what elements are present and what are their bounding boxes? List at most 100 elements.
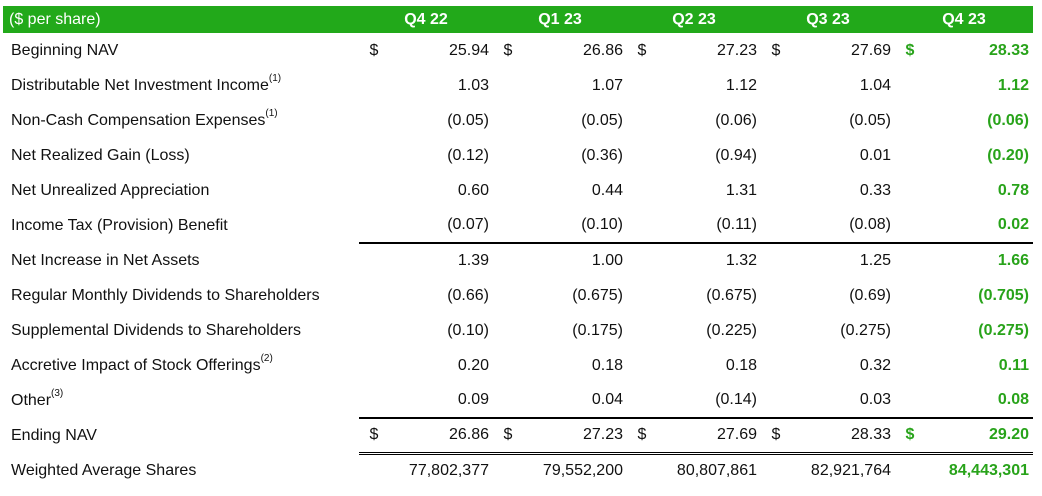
value-cell: 27.69: [850, 41, 891, 59]
value-cell: (0.10): [523, 208, 627, 244]
row-label: Supplemental Dividends to Shareholders: [3, 313, 359, 348]
value-cell: 29.20: [925, 418, 1033, 455]
value-cell: (0.225): [706, 321, 757, 339]
table-row: Regular Monthly Dividends to Shareholder…: [3, 278, 1033, 313]
footnote-marker: (2): [260, 353, 273, 365]
value-cell: 28.33: [791, 418, 895, 455]
currency-symbol: [359, 68, 389, 103]
value-cell: (0.275): [978, 321, 1029, 339]
currency-symbol: [895, 68, 925, 103]
value-cell: 28.33: [988, 41, 1029, 59]
currency-symbol: [493, 278, 523, 313]
value-cell: 82,921,764: [810, 462, 891, 480]
currency-symbol: [627, 68, 657, 103]
currency-symbol: [493, 68, 523, 103]
currency-symbol: [627, 383, 657, 419]
currency-symbol: [493, 103, 523, 138]
footnote-marker: (1): [265, 108, 278, 120]
currency-symbol: [627, 313, 657, 348]
value-cell: 1.03: [457, 76, 489, 94]
value-cell: (0.05): [849, 111, 891, 129]
value-cell: 1.25: [859, 252, 891, 269]
value-cell: (0.14): [657, 383, 761, 419]
value-cell: (0.20): [987, 146, 1029, 164]
currency-symbol: $: [895, 418, 925, 455]
table-row: Non-Cash Compensation Expenses(1) (0.05) (…: [3, 103, 1033, 138]
row-label: Ending NAV: [3, 418, 359, 453]
table-row: Distributable Net Investment Income(1) 1.…: [3, 68, 1033, 103]
table-row: Ending NAV $26.86 $27.23 $27.69 $28.33 $29.20: [3, 418, 1033, 455]
value-cell: (0.705): [978, 286, 1029, 304]
currency-symbol: [359, 138, 389, 173]
currency-symbol: [761, 243, 791, 278]
value-cell: 0.20: [457, 356, 489, 374]
currency-symbol: [761, 348, 791, 383]
value-cell: 1.39: [457, 252, 489, 269]
currency-symbol: $: [771, 41, 781, 59]
row-label-text: Accretive Impact of Stock Offerings: [11, 356, 261, 374]
currency-symbol: [895, 243, 925, 278]
footnote-marker: (1): [268, 73, 282, 85]
currency-symbol: $: [359, 418, 389, 455]
column-header-q3-23: Q3 23: [761, 6, 895, 33]
value-cell: (0.07): [389, 208, 493, 244]
currency-symbol: [493, 383, 523, 419]
value-cell: 0.01: [859, 146, 891, 164]
value-cell: 25.94: [448, 41, 489, 59]
column-header-q4-22: Q4 22: [359, 6, 493, 33]
value-cell: 79,552,200: [542, 462, 623, 480]
column-header-q4-23: Q4 23: [895, 6, 1033, 33]
currency-symbol: [493, 243, 523, 278]
column-header-q2-23: Q2 23: [627, 6, 761, 33]
value-cell: 0.09: [389, 383, 493, 419]
currency-symbol: [627, 348, 657, 383]
value-cell: 1.12: [725, 76, 757, 94]
value-cell: 84,443,301: [948, 462, 1029, 480]
row-label-text: Distributable Net Investment Income: [11, 76, 269, 94]
table-body: Beginning NAV $25.94 $26.86 $27.23 $27.69 $28…: [3, 33, 1033, 488]
currency-symbol: [895, 173, 925, 208]
value-cell: (0.05): [447, 111, 489, 129]
currency-symbol: [761, 173, 791, 208]
value-cell: 1.32: [725, 252, 757, 269]
currency-symbol: [493, 348, 523, 383]
value-cell: 1.66: [997, 252, 1029, 269]
currency-symbol: [359, 243, 389, 278]
currency-symbol: [493, 173, 523, 208]
value-cell: (0.275): [840, 321, 891, 339]
currency-symbol: [895, 383, 925, 419]
nav-per-share-table: ($ per share) Q4 22 Q1 23 Q2 23 Q3 23 Q4…: [3, 6, 1033, 488]
row-label-text: Non-Cash Compensation Expenses: [11, 111, 266, 129]
value-cell: (0.66): [447, 286, 489, 304]
value-cell: 0.32: [859, 356, 891, 374]
row-label-text: Regular Monthly Dividends to Shareholder…: [11, 286, 320, 304]
currency-symbol: [627, 208, 657, 244]
header-label: ($ per share): [3, 6, 359, 33]
currency-symbol: [895, 278, 925, 313]
currency-symbol: [761, 68, 791, 103]
table-row: Net Unrealized Appreciation 0.60 0.44 1.31 0…: [3, 173, 1033, 208]
row-label-text: Other: [11, 391, 52, 409]
value-cell: 80,807,861: [676, 462, 757, 480]
currency-symbol: [895, 453, 925, 488]
value-cell: (0.12): [447, 146, 489, 164]
currency-symbol: [359, 173, 389, 208]
currency-symbol: $: [637, 41, 647, 59]
currency-symbol: [359, 313, 389, 348]
value-cell: 77,802,377: [408, 462, 489, 480]
value-cell: 0.04: [523, 383, 627, 419]
value-cell: (0.94): [715, 146, 757, 164]
table-row: Income Tax (Provision) Benefit (0.07) (0.1…: [3, 208, 1033, 244]
currency-symbol: [895, 348, 925, 383]
value-cell: 0.18: [591, 356, 623, 374]
value-cell: 27.23: [716, 41, 757, 59]
currency-symbol: $: [905, 41, 915, 59]
value-cell: (0.06): [715, 111, 757, 129]
row-label: Net Increase in Net Assets: [3, 243, 359, 278]
currency-symbol: $: [493, 418, 523, 455]
value-cell: 0.02: [925, 208, 1033, 244]
value-cell: 26.86: [582, 41, 623, 59]
currency-symbol: [359, 348, 389, 383]
value-cell: 1.07: [591, 76, 623, 94]
table-row: Other(3) 0.09 0.04 (0.14) 0.03 0.08: [3, 383, 1033, 419]
